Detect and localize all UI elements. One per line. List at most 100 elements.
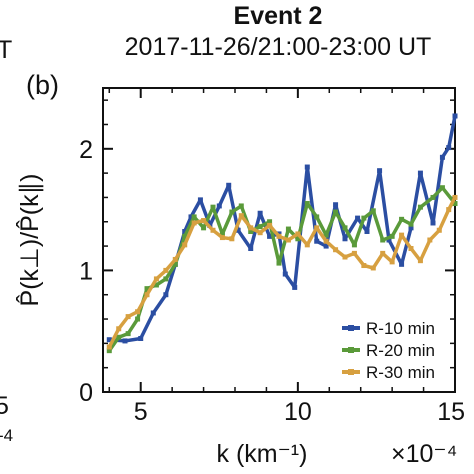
data-point <box>370 208 376 214</box>
data-point <box>380 237 386 243</box>
x-axis-multiplier: ×10⁻⁴ <box>391 440 457 468</box>
data-point <box>333 247 339 253</box>
legend: R-10 min R-20 min R-30 min <box>342 319 435 382</box>
data-point <box>135 316 141 322</box>
data-point <box>446 145 452 151</box>
data-point <box>276 233 282 239</box>
x-axis-label: k (km⁻¹) <box>217 440 308 468</box>
x-tick-label: 10 <box>284 398 312 426</box>
panel-label: (b) <box>26 70 59 100</box>
data-point <box>323 243 329 249</box>
data-point <box>342 225 348 231</box>
data-point <box>452 201 458 207</box>
data-point <box>430 220 436 226</box>
data-point <box>380 250 386 256</box>
left-fragment-tick: 5 <box>0 392 9 420</box>
data-point <box>257 224 263 230</box>
data-point <box>216 203 222 209</box>
data-point <box>333 209 339 215</box>
data-point <box>399 232 405 238</box>
data-point <box>210 227 216 233</box>
data-point <box>430 194 436 200</box>
data-point <box>248 246 254 252</box>
legend-label: R-20 min <box>366 341 435 360</box>
x-tick-label: 15 <box>437 398 465 426</box>
data-point <box>163 267 169 273</box>
data-point <box>351 242 357 248</box>
data-point <box>210 204 216 210</box>
y-tick-label: 1 <box>79 257 93 285</box>
data-point <box>314 225 320 231</box>
data-point <box>106 348 112 354</box>
data-point <box>389 259 395 265</box>
data-point <box>267 222 273 228</box>
data-point <box>370 265 376 271</box>
data-point <box>235 227 241 233</box>
y-tick-label: 0 <box>79 379 93 407</box>
data-point <box>197 197 203 203</box>
data-point <box>267 219 273 225</box>
data-point <box>191 214 197 220</box>
series-line-1 <box>109 115 457 343</box>
data-point <box>125 314 131 320</box>
data-point <box>355 215 361 221</box>
data-point <box>342 236 348 242</box>
data-point <box>116 334 122 340</box>
data-point <box>182 228 188 234</box>
legend-marker <box>348 347 354 353</box>
data-point <box>314 214 320 220</box>
chart-title: Event 2 <box>234 2 323 30</box>
y-tick-label: 2 <box>79 136 93 164</box>
legend-label: R-30 min <box>366 363 435 382</box>
data-point <box>417 204 423 210</box>
legend-label: R-10 min <box>366 319 435 338</box>
legend-marker <box>348 369 354 375</box>
data-point <box>285 237 291 243</box>
data-point <box>116 326 122 332</box>
data-point <box>439 185 445 191</box>
data-point <box>138 335 144 341</box>
data-point <box>351 250 357 256</box>
data-point <box>333 202 339 208</box>
data-point <box>191 220 197 226</box>
data-point <box>106 337 112 343</box>
data-point <box>188 214 194 220</box>
data-point <box>229 209 235 215</box>
data-point <box>122 338 128 344</box>
data-point <box>125 331 131 337</box>
data-point <box>172 256 178 262</box>
data-point <box>153 276 159 282</box>
data-point <box>408 221 414 227</box>
data-point <box>248 228 254 234</box>
data-point <box>172 261 178 267</box>
data-point <box>323 238 329 244</box>
data-point <box>163 292 169 298</box>
data-point <box>439 154 445 160</box>
data-point <box>427 237 433 243</box>
data-point <box>153 282 159 288</box>
data-point <box>295 236 301 242</box>
data-point <box>229 236 235 242</box>
data-point <box>446 207 452 213</box>
data-point <box>106 344 112 350</box>
data-point <box>135 309 141 315</box>
data-point <box>201 225 207 231</box>
data-point <box>219 231 225 237</box>
data-point <box>304 242 310 248</box>
legend-marker <box>348 325 354 331</box>
data-point <box>285 226 291 232</box>
data-point <box>238 203 244 209</box>
data-point <box>364 228 370 234</box>
data-point <box>417 170 423 176</box>
data-point <box>399 216 405 222</box>
data-point <box>417 258 423 264</box>
data-point <box>389 233 395 239</box>
data-point <box>304 201 310 207</box>
data-point <box>295 231 301 237</box>
data-point <box>201 218 207 224</box>
data-point <box>257 230 263 236</box>
data-point <box>144 292 150 298</box>
data-point <box>342 254 348 260</box>
plot-frame <box>102 87 456 393</box>
